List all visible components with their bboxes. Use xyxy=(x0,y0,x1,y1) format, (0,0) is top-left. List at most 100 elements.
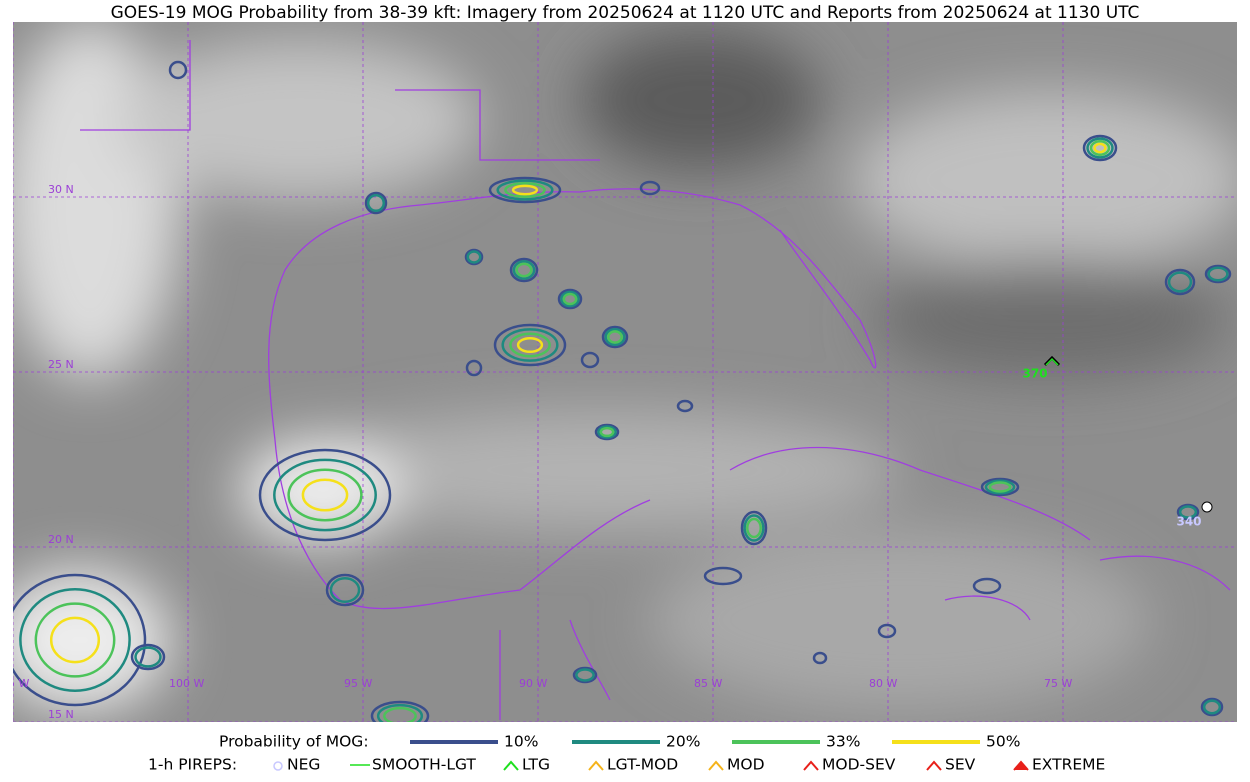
contour xyxy=(501,328,559,362)
contour xyxy=(1176,503,1200,521)
report-label: 340 xyxy=(1176,515,1201,529)
contour xyxy=(746,517,762,539)
contour xyxy=(493,323,567,367)
contour xyxy=(599,426,615,438)
legend-label: SEV xyxy=(945,756,976,774)
contour xyxy=(1086,137,1114,159)
contour xyxy=(562,292,578,306)
legend-label: 33% xyxy=(826,733,860,751)
contour xyxy=(1167,271,1193,293)
neg-symbol xyxy=(1201,501,1213,513)
contour xyxy=(376,703,424,722)
legend-symbol xyxy=(588,760,604,771)
contour xyxy=(1178,505,1198,519)
contour xyxy=(877,623,897,639)
contour xyxy=(465,359,483,377)
legend-symbol xyxy=(803,760,819,771)
contour xyxy=(364,191,388,215)
contour xyxy=(703,566,743,586)
grid xyxy=(13,22,1237,722)
legend: Probability of MOG: 1-h PIREPS: 10% 20% 33… xyxy=(148,733,1105,774)
contour xyxy=(366,193,386,213)
legend-label: SMOOTH-LGT xyxy=(372,756,476,774)
contour xyxy=(509,257,539,283)
contours xyxy=(13,60,1232,722)
lon-label: 100 W xyxy=(169,677,204,690)
contour xyxy=(273,458,377,532)
lon-label: 105 W xyxy=(0,677,29,690)
contour xyxy=(1204,264,1232,284)
map: 30 N 25 N 20 N 15 N 105 W 100 W 95 W 90 … xyxy=(0,22,1237,722)
legend-label: LTG xyxy=(522,756,550,774)
legend-label: 50% xyxy=(986,733,1020,751)
contour xyxy=(575,668,595,682)
contour xyxy=(134,646,162,668)
contour xyxy=(604,327,626,347)
legend-label: MOD-SEV xyxy=(822,756,896,774)
contour xyxy=(1164,268,1196,296)
contour xyxy=(383,706,417,722)
legend-title: Probability of MOG: xyxy=(219,733,369,751)
lon-label: 90 W xyxy=(519,677,547,690)
contour xyxy=(1202,699,1222,715)
contour xyxy=(560,290,580,308)
contour xyxy=(572,666,598,684)
legend-symbol xyxy=(708,760,724,771)
contour xyxy=(168,60,188,80)
contour xyxy=(1207,266,1229,282)
contour xyxy=(1082,134,1118,162)
contour xyxy=(130,643,166,671)
contour xyxy=(464,248,484,266)
lon-label: 80 W xyxy=(869,677,897,690)
contour xyxy=(466,250,482,264)
lat-label: 15 N xyxy=(48,708,74,721)
contour xyxy=(1200,697,1224,717)
contour xyxy=(515,262,533,278)
contour xyxy=(258,448,392,542)
contour xyxy=(488,176,562,204)
contour xyxy=(1093,142,1107,154)
legend-label: EXTREME xyxy=(1032,756,1105,774)
legend-label: MOD xyxy=(727,756,765,774)
contour xyxy=(812,651,828,665)
contour xyxy=(509,332,551,358)
contour xyxy=(287,468,363,522)
contour xyxy=(988,481,1012,493)
report-label: 370 xyxy=(1022,367,1047,381)
contour xyxy=(329,577,361,603)
contour xyxy=(516,336,544,354)
contour xyxy=(984,479,1016,495)
legend-label: LGT-MOD xyxy=(607,756,678,774)
lat-label: 20 N xyxy=(48,533,74,546)
contour xyxy=(676,399,694,413)
lon-label: 85 W xyxy=(694,677,722,690)
contour xyxy=(594,423,620,441)
contour xyxy=(972,577,1002,595)
contour xyxy=(607,330,623,344)
contour xyxy=(980,477,1020,497)
legend-label: NEG xyxy=(287,756,320,774)
legend-symbol xyxy=(273,761,283,771)
legend-title: 1-h PIREPS: xyxy=(148,756,237,774)
contour xyxy=(13,573,147,707)
lat-label: 30 N xyxy=(48,183,74,196)
contour xyxy=(740,510,768,546)
title: GOES-19 MOG Probability from 38-39 kft: … xyxy=(111,3,1140,23)
legend-symbol xyxy=(926,760,942,771)
lat-label: 25 N xyxy=(48,358,74,371)
contour xyxy=(19,588,131,692)
contour xyxy=(597,425,617,439)
legend-symbol xyxy=(503,760,519,771)
lon-label: 75 W xyxy=(1044,677,1072,690)
contour xyxy=(639,180,661,196)
contour xyxy=(580,351,600,369)
contour xyxy=(301,478,349,512)
contour xyxy=(370,700,430,722)
contour xyxy=(325,573,365,607)
contour xyxy=(49,616,101,664)
ltg-symbol-inner xyxy=(1045,357,1059,366)
contour xyxy=(34,602,116,678)
contour xyxy=(743,514,765,542)
contour xyxy=(1089,140,1111,156)
